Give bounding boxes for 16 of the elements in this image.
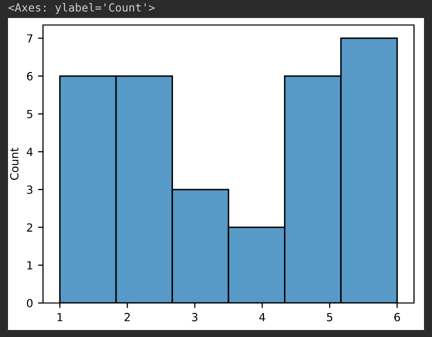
x-tick-label: 2 [124, 312, 130, 322]
y-tick-label: 0 [26, 298, 33, 308]
y-axis-title: Count [10, 148, 18, 180]
y-tick-label: 1 [27, 261, 32, 270]
y-tick-label: 5 [27, 110, 32, 118]
x-tick-label: 4 [259, 313, 266, 322]
text: <Axes: ylabel='Count'> [8, 3, 155, 14]
x-tick-label: 3 [192, 312, 198, 322]
y-tick-label: 3 [27, 186, 32, 194]
x-tick-label: 5 [327, 313, 332, 322]
x-tick-label: 1 [58, 313, 62, 322]
y-tick-label: 7 [27, 34, 32, 42]
x-tick-label: 6 [394, 312, 400, 322]
y-tick-label: 4 [26, 148, 33, 156]
y-tick-label: 2 [27, 223, 32, 232]
y-tick-label: 6 [26, 72, 33, 80]
